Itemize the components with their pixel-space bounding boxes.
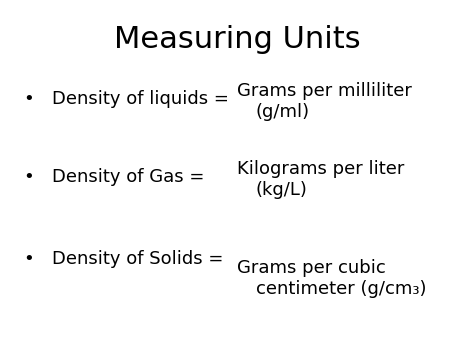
Text: (g/ml): (g/ml) [256,103,310,121]
Text: •: • [24,169,35,186]
Text: Density of Gas =: Density of Gas = [52,169,204,186]
Text: Kilograms per liter: Kilograms per liter [237,160,404,178]
Text: •: • [24,91,35,108]
Text: Grams per cubic: Grams per cubic [237,259,386,277]
Text: Measuring Units: Measuring Units [114,25,360,54]
Text: Grams per milliliter: Grams per milliliter [237,82,412,99]
Text: •: • [24,250,35,268]
Text: Density of liquids =: Density of liquids = [52,91,229,108]
Text: (kg/L): (kg/L) [256,181,308,199]
Text: centimeter (g/cm₃): centimeter (g/cm₃) [256,280,427,298]
Text: Density of Solids =: Density of Solids = [52,250,224,268]
